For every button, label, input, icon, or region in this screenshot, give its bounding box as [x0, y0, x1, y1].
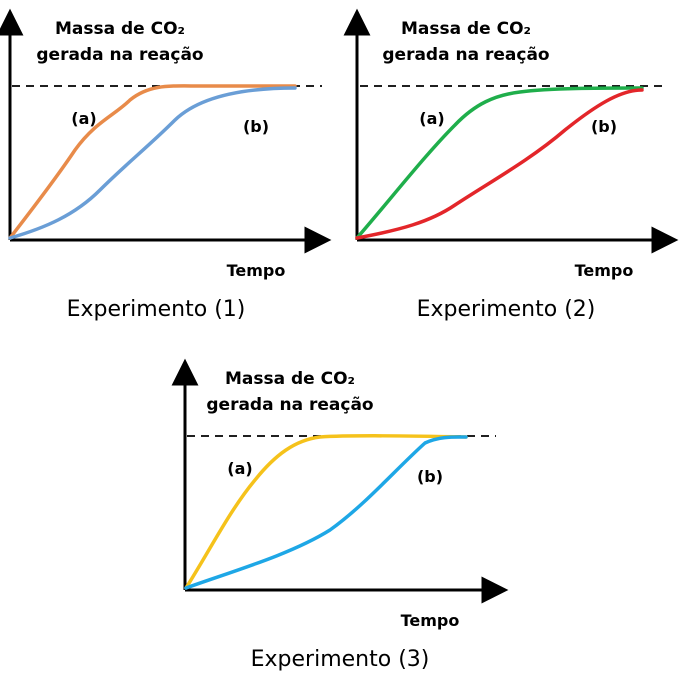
panel-caption: Experimento (2) — [417, 297, 596, 322]
curve-a — [355, 86, 644, 240]
y-axis-label-line1: Massa de CO₂ — [55, 19, 185, 39]
curve-b — [355, 88, 644, 240]
curve-b-label: (b) — [417, 467, 443, 486]
y-axis-label-line1: Massa de CO₂ — [225, 369, 355, 389]
panel-experimento-2: Massa de CO₂ gerada na reação (a) (b) Te… — [343, 8, 679, 322]
curve-a — [184, 434, 468, 590]
curve-b — [184, 435, 468, 590]
y-axis-label-line2: gerada na reação — [36, 45, 203, 65]
x-axis-label: Tempo — [227, 261, 286, 280]
y-axis-label-line2: gerada na reação — [206, 395, 373, 415]
x-axis-label: Tempo — [575, 261, 634, 280]
curve-a-label: (a) — [419, 109, 444, 128]
curve-b-label: (b) — [591, 117, 617, 136]
curve-b — [8, 86, 297, 240]
panel-caption: Experimento (3) — [251, 647, 430, 672]
curve-a-label: (a) — [71, 109, 96, 128]
y-axis-label-line1: Massa de CO₂ — [401, 19, 531, 39]
curve-a-label: (a) — [227, 459, 252, 478]
panel-caption: Experimento (1) — [67, 297, 246, 322]
x-axis-label: Tempo — [401, 611, 460, 630]
curve-b-label: (b) — [243, 117, 269, 136]
y-axis-label-line2: gerada na reação — [382, 45, 549, 65]
panel-experimento-3: Massa de CO₂ gerada na reação (a) (b) Te… — [171, 358, 509, 672]
curve-a — [8, 84, 297, 240]
panel-experimento-1: Massa de CO₂ gerada na reação (a) (b) Te… — [0, 8, 332, 322]
